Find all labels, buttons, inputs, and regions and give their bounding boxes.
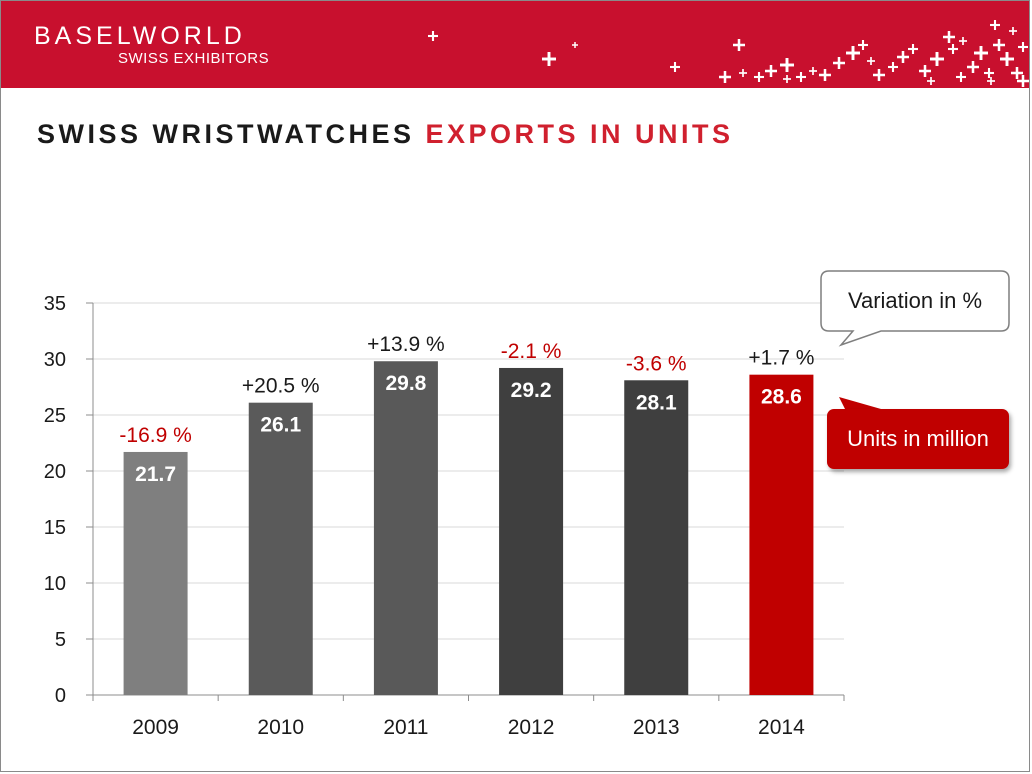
title-part-black: SWISS WRISTWATCHES <box>37 119 415 149</box>
bar-value-label: 21.7 <box>135 463 176 486</box>
bar-2012 <box>499 367 564 695</box>
bar-value-label: 29.8 <box>385 372 426 395</box>
variation-label: -3.6 % <box>626 352 687 375</box>
x-category-label: 2010 <box>257 716 304 739</box>
bar-value-label: 28.1 <box>636 391 677 414</box>
x-category-label: 2009 <box>132 716 179 739</box>
cross-mark <box>428 31 438 41</box>
cross-mark <box>974 46 988 60</box>
cross-mark <box>897 51 909 63</box>
cross-mark <box>819 69 831 81</box>
variation-callout-bubble <box>820 270 1010 347</box>
bar-value-label: 29.2 <box>511 379 552 402</box>
cross-mark <box>959 37 967 45</box>
bar-2014 <box>749 374 814 695</box>
bar-value-label: 28.6 <box>761 386 802 409</box>
y-tick-label: 10 <box>44 573 66 595</box>
cross-mark <box>1011 67 1023 79</box>
y-tick-label: 15 <box>44 517 66 539</box>
units-callout: Units in million <box>827 409 1009 469</box>
units-callout-label: Units in million <box>847 426 989 451</box>
brand-subtitle: SWISS EXHIBITORS <box>118 50 270 67</box>
bar-2013 <box>624 380 689 695</box>
bar-2009 <box>123 451 188 695</box>
cross-mark <box>542 52 556 66</box>
cross-mark <box>919 65 931 77</box>
cross-mark <box>1017 75 1029 87</box>
cross-mark <box>783 75 791 83</box>
cross-mark <box>888 62 898 72</box>
cross-mark <box>927 77 935 85</box>
cross-mark <box>948 44 958 54</box>
swiss-cross-pattern-icon <box>428 20 1029 87</box>
cross-mark <box>990 20 1000 30</box>
y-tick-label: 5 <box>55 629 66 651</box>
variation-callout: Variation in % <box>821 271 1009 331</box>
x-category-label: 2014 <box>758 716 805 739</box>
y-tick-label: 20 <box>44 461 66 483</box>
variation-label: +20.5 % <box>242 375 320 398</box>
cross-mark <box>572 42 578 48</box>
cross-mark <box>765 65 777 77</box>
cross-mark <box>1009 27 1017 35</box>
cross-mark <box>719 71 731 83</box>
cross-mark <box>993 39 1005 51</box>
x-category-label: 2011 <box>383 716 428 739</box>
cross-mark <box>930 52 944 66</box>
bar-value-label: 26.1 <box>260 414 301 437</box>
cross-mark <box>670 62 680 72</box>
cross-mark <box>754 72 764 82</box>
cross-mark <box>833 57 845 69</box>
bar-2010 <box>248 402 313 695</box>
cross-mark <box>1018 42 1028 52</box>
cross-mark <box>796 72 806 82</box>
header-banner: BASELWORLD SWISS EXHIBITORS <box>1 1 1029 88</box>
variation-label: -2.1 % <box>501 340 562 363</box>
y-tick-label: 35 <box>44 293 66 315</box>
cross-mark <box>908 44 918 54</box>
cross-mark <box>1000 52 1014 66</box>
brand-name: BASELWORLD <box>34 22 246 50</box>
cross-mark <box>956 72 966 82</box>
cross-mark <box>858 40 868 50</box>
cross-mark <box>873 69 885 81</box>
x-category-label: 2013 <box>633 716 680 739</box>
cross-mark <box>987 77 995 85</box>
title-part-red: EXPORTS IN UNITS <box>425 119 734 149</box>
cross-mark <box>967 61 979 73</box>
cross-mark <box>733 39 745 51</box>
variation-label: +1.7 % <box>748 347 814 370</box>
cross-mark <box>943 31 955 43</box>
y-tick-label: 30 <box>44 349 66 371</box>
cross-mark <box>809 67 817 75</box>
cross-mark <box>984 68 994 78</box>
x-category-label: 2012 <box>508 716 555 739</box>
variation-label: -16.9 % <box>119 424 191 447</box>
cross-mark <box>846 46 860 60</box>
variation-label: +13.9 % <box>367 333 445 356</box>
cross-mark <box>780 58 794 72</box>
y-tick-label: 0 <box>55 685 66 707</box>
bar-2011 <box>373 361 438 695</box>
cross-mark <box>739 69 747 77</box>
brand-logo: BASELWORLD SWISS EXHIBITORS <box>34 23 269 67</box>
slide-title: SWISS WRISTWATCHES EXPORTS IN UNITS <box>37 119 734 150</box>
cross-mark <box>867 57 875 65</box>
variation-callout-label: Variation in % <box>847 288 983 313</box>
y-tick-label: 25 <box>44 405 66 427</box>
